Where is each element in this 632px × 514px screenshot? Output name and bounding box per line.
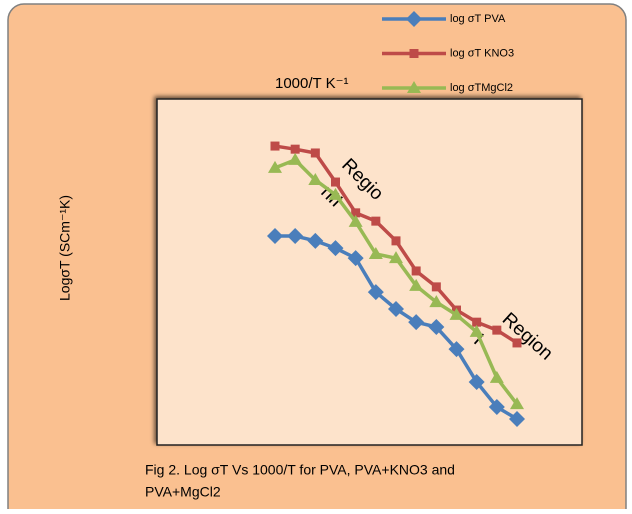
data-point — [268, 160, 282, 173]
data-point — [428, 319, 445, 336]
data-point — [389, 251, 403, 264]
data-point — [351, 208, 361, 218]
data-point — [347, 250, 364, 267]
data-point — [468, 374, 485, 391]
data-point — [328, 187, 343, 200]
data-point — [308, 172, 323, 185]
data-point — [429, 295, 444, 308]
data-point — [391, 236, 401, 246]
data-point — [492, 325, 502, 335]
data-point — [371, 216, 381, 226]
legend-marker — [407, 81, 421, 93]
data-point — [472, 317, 482, 327]
data-point — [367, 284, 384, 301]
data-point — [290, 144, 300, 154]
data-point — [510, 397, 524, 410]
data-point — [267, 228, 283, 245]
data-point — [348, 214, 363, 227]
data-point — [411, 266, 421, 276]
data-point — [509, 411, 525, 428]
legend-label: log σT KNO3 — [450, 47, 514, 59]
legend-marker — [406, 11, 422, 27]
legend-label: log σTMgCl2 — [450, 82, 513, 94]
data-point — [327, 240, 344, 257]
data-point — [409, 278, 424, 291]
data-point — [368, 247, 383, 260]
data-point — [431, 282, 441, 292]
data-point — [488, 398, 505, 415]
caption: PVA+MgCl2 — [145, 484, 221, 500]
caption: Fig 2. Log σT Vs 1000/T for PVA, PVA+KNO… — [145, 462, 455, 478]
y-axis-label: LogσT (SCm⁻¹K) — [57, 195, 73, 301]
data-point — [287, 228, 304, 245]
data-point — [331, 177, 340, 187]
data-point — [408, 314, 425, 331]
legend-marker — [409, 49, 419, 58]
data-point — [489, 370, 504, 383]
data-point — [448, 341, 465, 358]
data-point — [307, 232, 324, 249]
data-point — [388, 301, 404, 318]
data-point — [449, 307, 464, 320]
plot-area — [156, 98, 583, 446]
data-point — [288, 152, 303, 165]
data-point — [310, 148, 320, 158]
legend-label: log σT PVA — [450, 13, 506, 25]
data-point — [469, 324, 484, 337]
data-point — [270, 141, 280, 151]
x-axis-label: 1000/T K⁻¹ — [275, 75, 349, 92]
data-point — [512, 338, 522, 348]
